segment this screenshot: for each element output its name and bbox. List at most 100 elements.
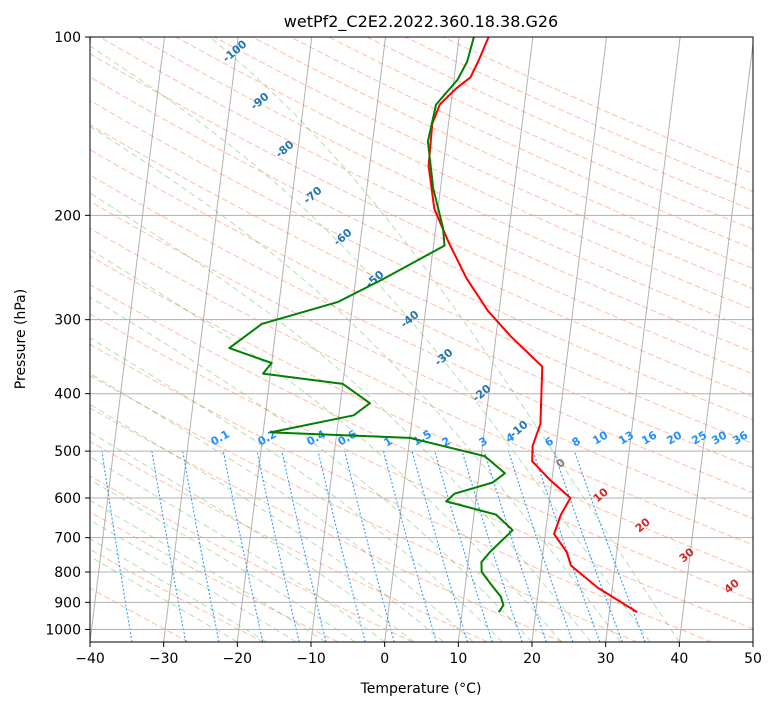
mixing-ratio-line bbox=[573, 450, 646, 642]
mixing-ratio-line bbox=[483, 450, 547, 642]
y-tick-label: 200 bbox=[54, 208, 81, 224]
temperature-label: 40 bbox=[722, 576, 742, 596]
dry-adiabat bbox=[90, 227, 753, 546]
temperature-label: 20 bbox=[633, 515, 653, 535]
mixing-ratio-label: 30 bbox=[709, 428, 729, 447]
mixing-ratio-line bbox=[461, 450, 523, 642]
moist-adiabat bbox=[90, 192, 592, 642]
temperature-label: 30 bbox=[677, 545, 697, 565]
mixing-ratio-line bbox=[411, 450, 469, 642]
moist-adiabat bbox=[90, 372, 474, 642]
dry-adiabat bbox=[90, 407, 563, 642]
mixing-ratio-label: 36 bbox=[730, 428, 750, 447]
dry-adiabat bbox=[90, 440, 488, 642]
dry-adiabat bbox=[90, 76, 753, 398]
dry-adiabat bbox=[90, 343, 712, 642]
data-lines bbox=[228, 37, 638, 614]
isotherm-line bbox=[752, 637, 753, 642]
dry-adiabat bbox=[404, 37, 753, 193]
dry-adiabat bbox=[137, 37, 753, 331]
x-tick-label: −30 bbox=[149, 651, 179, 667]
y-tick-label: 1000 bbox=[45, 622, 81, 638]
mixing-ratio-label: 3 bbox=[477, 434, 490, 449]
mixing-ratio-label: 10 bbox=[590, 428, 610, 447]
mixing-ratio-line bbox=[222, 450, 264, 642]
isotherm-line bbox=[163, 37, 239, 642]
isotherm-line bbox=[605, 37, 681, 642]
chart-title: wetPf2_C2E2.2022.360.18.38.G26 bbox=[284, 12, 558, 32]
x-tick-label: −40 bbox=[75, 651, 105, 667]
mixing-ratio-line bbox=[382, 450, 437, 642]
moist-adiabat bbox=[90, 125, 621, 642]
x-tick-label: 10 bbox=[449, 651, 467, 667]
dry-adiabat bbox=[90, 174, 753, 494]
moist-adiabat bbox=[209, 37, 680, 642]
mixing-ratio-line bbox=[532, 450, 601, 642]
y-tick-label: 300 bbox=[54, 313, 81, 329]
y-tick-label: 100 bbox=[54, 30, 81, 46]
mixing-ratio-label: 0.1 bbox=[209, 427, 232, 448]
x-axis-label: Temperature (°C) bbox=[360, 681, 482, 697]
moist-adiabat bbox=[90, 556, 238, 642]
theta-e-label: -40 bbox=[398, 308, 422, 331]
mixing-ratio-label: 16 bbox=[639, 428, 659, 447]
mixing-ratio-line bbox=[434, 450, 493, 642]
temperature-profile bbox=[427, 37, 638, 614]
x-tick-label: 20 bbox=[523, 651, 541, 667]
x-tick-label: 50 bbox=[744, 651, 762, 667]
isotherm-line bbox=[236, 37, 313, 642]
y-axis-ticks: 100 200 300 400 500 600 700 800 900 1000 bbox=[45, 30, 90, 638]
isotherm-line bbox=[531, 37, 607, 642]
isotherm-line bbox=[90, 37, 165, 642]
temperature-label: 10 bbox=[591, 485, 611, 505]
dry-adiabat bbox=[366, 37, 753, 211]
mixing-ratio-line bbox=[553, 450, 623, 642]
y-tick-label: 400 bbox=[54, 387, 81, 403]
moist-adiabat bbox=[90, 404, 444, 642]
y-tick-label: 600 bbox=[54, 491, 81, 507]
dry-adiabat bbox=[90, 149, 753, 469]
dewpoint-profile bbox=[228, 37, 514, 613]
dry-adiabat bbox=[213, 37, 753, 290]
dry-adiabat bbox=[90, 548, 264, 642]
moist-adiabat bbox=[90, 431, 415, 642]
isotherm-line bbox=[457, 37, 534, 642]
freezing-label: 0 bbox=[554, 456, 568, 471]
mixing-ratio-label: 20 bbox=[664, 428, 684, 447]
dry-adiabat bbox=[90, 200, 753, 520]
moist-adiabat bbox=[90, 519, 297, 642]
x-tick-label: −10 bbox=[296, 651, 326, 667]
isotherm-line bbox=[678, 39, 753, 642]
dry-adiabat bbox=[90, 124, 753, 445]
y-tick-label: 500 bbox=[54, 444, 81, 460]
theta-e-label: -30 bbox=[432, 346, 456, 369]
theta-e-label: -90 bbox=[248, 90, 272, 113]
moist-adiabat bbox=[90, 45, 651, 642]
dry-adiabat bbox=[90, 255, 753, 573]
moist-adiabat bbox=[90, 499, 326, 642]
dry-adiabat bbox=[90, 313, 753, 630]
mixing-ratio-line bbox=[507, 450, 574, 642]
isotherm-line bbox=[384, 37, 460, 642]
moist-adiabat bbox=[90, 456, 385, 642]
x-tick-label: 0 bbox=[380, 651, 389, 667]
background-lines bbox=[90, 37, 753, 642]
x-axis-ticks: −40 −30 −20 −10 0 10 20 30 40 50 bbox=[75, 642, 762, 667]
y-axis-label: Pressure (hPa) bbox=[13, 289, 29, 389]
plot-frame bbox=[89, 36, 754, 643]
x-tick-label: 30 bbox=[597, 651, 615, 667]
dry-adiabat bbox=[90, 511, 339, 642]
dry-adiabat bbox=[442, 37, 753, 174]
theta-e-label: -70 bbox=[301, 184, 325, 207]
dry-adiabat bbox=[90, 375, 638, 642]
moist-adiabat bbox=[90, 337, 503, 642]
x-tick-label: 40 bbox=[670, 651, 688, 667]
moist-adiabat bbox=[90, 296, 533, 642]
mixing-ratio-line bbox=[256, 450, 300, 642]
y-tick-label: 700 bbox=[54, 531, 81, 547]
y-tick-label: 800 bbox=[54, 565, 81, 581]
isotherm-line bbox=[310, 37, 386, 642]
dry-adiabat bbox=[90, 53, 753, 375]
dry-adiabat bbox=[90, 99, 753, 421]
